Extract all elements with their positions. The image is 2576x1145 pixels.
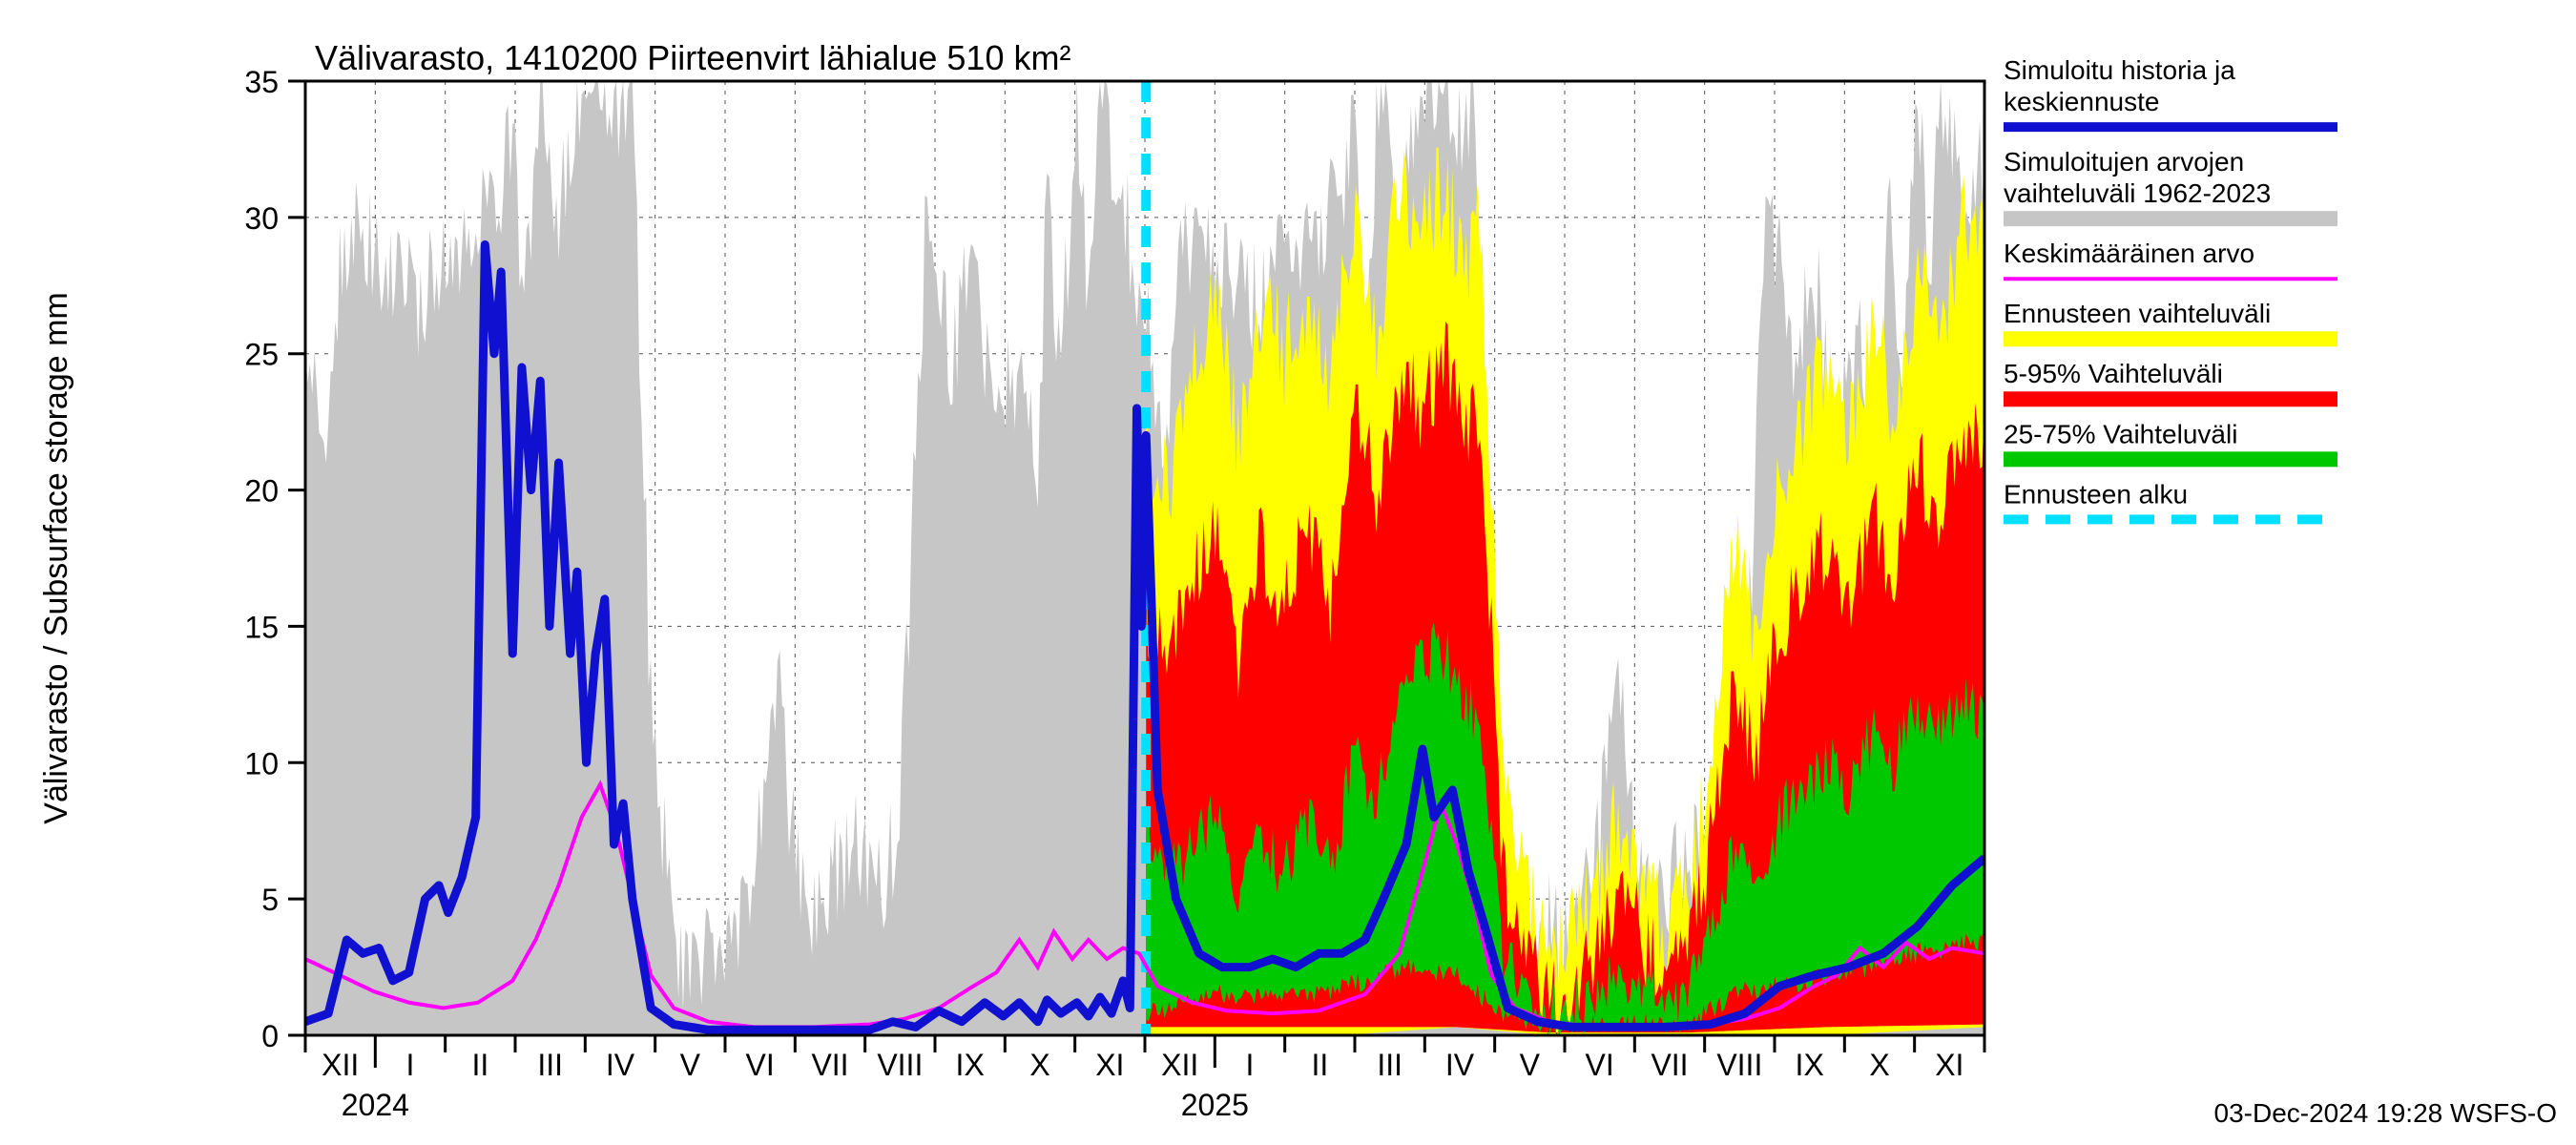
y-tick-label: 20 — [244, 474, 279, 509]
legend-label: Simuloitujen arvojen — [2004, 147, 2244, 177]
legend-swatch — [2004, 451, 2337, 467]
x-month-label: III — [537, 1048, 563, 1082]
legend-label: Simuloitu historia ja — [2004, 55, 2235, 85]
x-month-label: X — [1869, 1048, 1889, 1082]
x-month-label: IV — [606, 1048, 635, 1082]
y-tick-label: 35 — [244, 65, 279, 99]
y-tick-label: 10 — [244, 746, 279, 781]
y-tick-label: 30 — [244, 201, 279, 236]
x-month-label: IX — [1796, 1048, 1824, 1082]
x-year-label: 2025 — [1181, 1088, 1249, 1122]
legend-label: 25-75% Vaihteluväli — [2004, 419, 2237, 448]
x-month-label: V — [1520, 1048, 1541, 1082]
x-month-label: VII — [811, 1048, 848, 1082]
legend-label: Ennusteen alku — [2004, 479, 2188, 509]
x-month-label: III — [1377, 1048, 1402, 1082]
chart-container: 05101520253035XIIIIIIIIIVVVIVIIVIIIIXXXI… — [0, 0, 2576, 1145]
x-month-label: II — [471, 1048, 488, 1082]
legend-swatch — [2004, 391, 2337, 406]
x-month-label: XI — [1095, 1048, 1124, 1082]
legend-label: Keskimääräinen arvo — [2004, 239, 2254, 268]
timestamp-label: 03-Dec-2024 19:28 WSFS-O — [2214, 1098, 2558, 1128]
x-year-label: 2024 — [342, 1088, 409, 1122]
x-month-label: XI — [1935, 1048, 1963, 1082]
x-month-label: VIII — [877, 1048, 923, 1082]
chart-svg: 05101520253035XIIIIIIIIIVVVIVIIVIIIIXXXI… — [0, 0, 2576, 1145]
x-month-label: II — [1311, 1048, 1328, 1082]
x-month-label: V — [680, 1048, 701, 1082]
x-month-label: XII — [1161, 1048, 1198, 1082]
x-month-label: VII — [1651, 1048, 1688, 1082]
legend-label: 5-95% Vaihteluväli — [2004, 359, 2223, 388]
x-month-label: I — [1246, 1048, 1255, 1082]
x-month-label: VI — [1586, 1048, 1614, 1082]
x-month-label: IV — [1445, 1048, 1475, 1082]
x-month-label: XII — [322, 1048, 359, 1082]
x-month-label: VI — [746, 1048, 775, 1082]
x-month-label: IX — [956, 1048, 985, 1082]
x-month-label: VIII — [1716, 1048, 1762, 1082]
legend-label: Ennusteen vaihteluväli — [2004, 299, 2271, 328]
legend-swatch — [2004, 331, 2337, 346]
legend-label: vaihteluväli 1962-2023 — [2004, 178, 2271, 208]
legend-swatch — [2004, 211, 2337, 226]
legend-label: keskiennuste — [2004, 87, 2159, 116]
y-tick-label: 25 — [244, 338, 279, 372]
y-tick-label: 0 — [261, 1019, 279, 1053]
y-tick-label: 15 — [244, 610, 279, 644]
x-month-label: X — [1029, 1048, 1049, 1082]
chart-title: Välivarasto, 1410200 Piirteenvirt lähial… — [315, 38, 1070, 77]
y-axis-title: Välivarasto / Subsurface storage mm — [38, 292, 74, 823]
y-tick-label: 5 — [261, 883, 279, 917]
x-month-label: I — [406, 1048, 415, 1082]
